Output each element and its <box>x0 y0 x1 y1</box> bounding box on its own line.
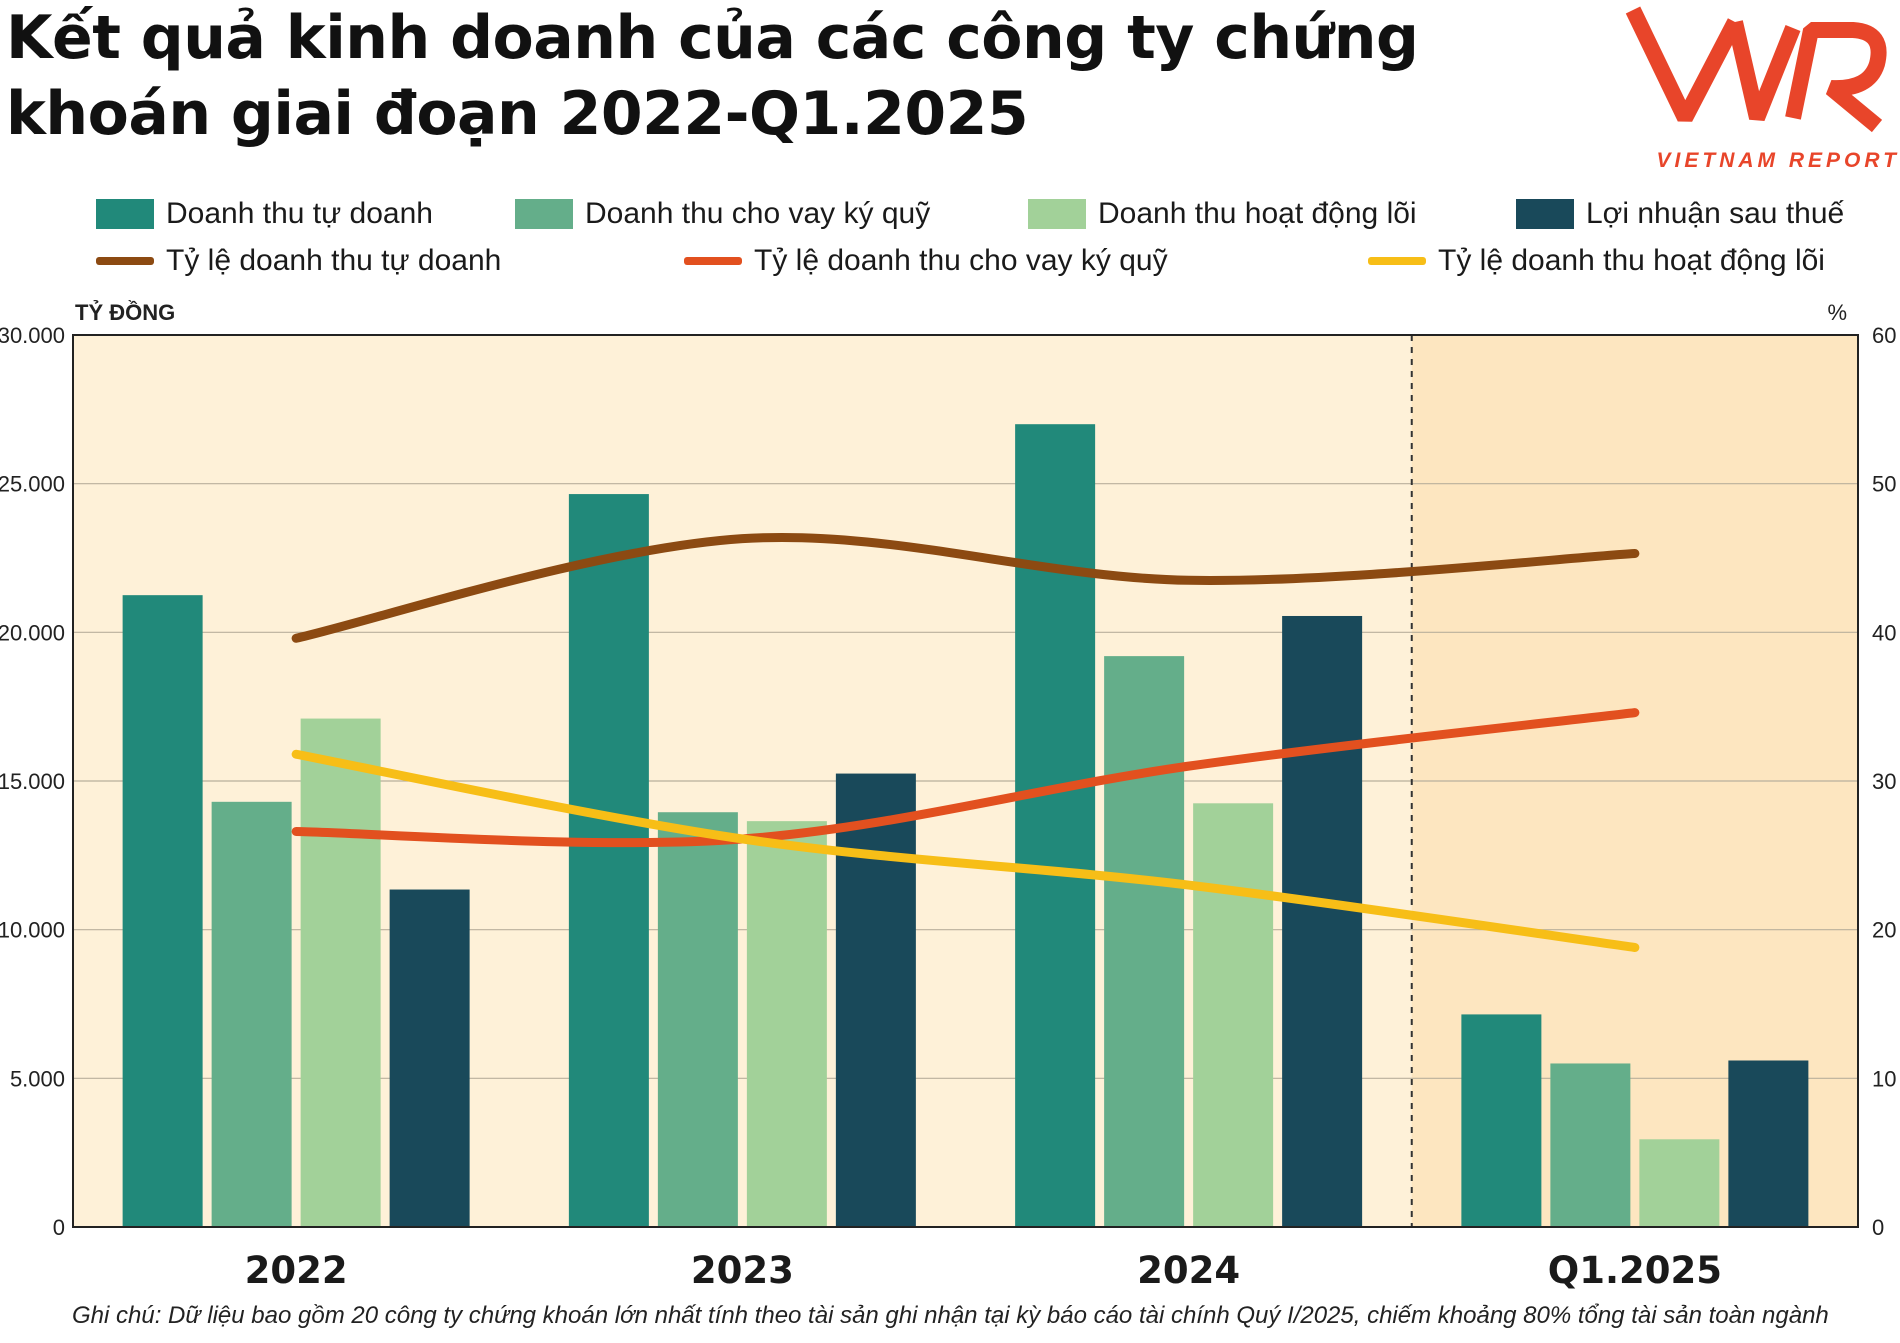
footnote: Ghi chú: Dữ liệu bao gồm 20 công ty chứn… <box>72 1302 1829 1329</box>
bar <box>1015 424 1096 1227</box>
legend-label: Doanh thu hoạt động lõi <box>1098 197 1417 230</box>
x-tick-label: 2023 <box>691 1249 794 1292</box>
legend-label: Tỷ lệ doanh thu tự doanh <box>166 244 502 277</box>
series-line <box>291 708 1640 848</box>
y-axis-title: TỶ ĐỒNG <box>75 300 175 325</box>
bar <box>1282 615 1363 1227</box>
legend-swatch <box>1028 199 1086 229</box>
legend-item-net-profit[interactable]: Lợi nhuận sau thuế <box>1516 197 1844 231</box>
bar <box>746 821 827 1227</box>
y2-tick-label: 40 <box>1872 620 1896 645</box>
legend-item-trading-ratio[interactable]: Tỷ lệ doanh thu tự doanh <box>96 244 501 278</box>
y-tick-label: 10.000 <box>0 918 65 943</box>
bar <box>122 595 203 1227</box>
series-line <box>291 532 1640 643</box>
y2-tick-label: 20 <box>1872 918 1896 943</box>
legend-item-margin-revenue[interactable]: Doanh thu cho vay ký quỹ <box>515 197 930 231</box>
legend-item-core-revenue[interactable]: Doanh thu hoạt động lõi <box>1028 197 1417 231</box>
legend-swatch <box>1516 199 1574 229</box>
legend-label: Doanh thu cho vay ký quỹ <box>585 197 931 230</box>
legend-label: Doanh thu tự doanh <box>166 197 433 230</box>
y-tick-label: 30.000 <box>0 323 65 348</box>
y2-tick-label: 60 <box>1872 323 1896 348</box>
legend: Doanh thu tự doanh Doanh thu cho vay ký … <box>0 0 1900 290</box>
legend-label: Tỷ lệ doanh thu hoạt động lõi <box>1438 244 1825 277</box>
y2-tick-label: 30 <box>1872 769 1896 794</box>
y2-tick-label: 0 <box>1872 1215 1884 1240</box>
vnr-logo: VIETNAM REPORT <box>1625 6 1900 172</box>
bar <box>657 812 738 1227</box>
legend-line-swatch <box>684 257 742 265</box>
plot-frame <box>72 334 1859 1228</box>
chart: 0 5.000 10.000 15.000 20.000 25.000 30.000 0 10 2… <box>0 300 1896 1292</box>
bar <box>300 718 381 1227</box>
legend-item-core-ratio[interactable]: Tỷ lệ doanh thu hoạt động lõi <box>1368 244 1825 278</box>
y-tick-label: 25.000 <box>0 472 65 497</box>
y-tick-label: 5.000 <box>10 1066 65 1091</box>
bar <box>835 773 916 1227</box>
bar <box>568 494 649 1227</box>
legend-item-trading-revenue[interactable]: Doanh thu tự doanh <box>96 197 433 231</box>
x-tick-label: 2024 <box>1137 1249 1240 1292</box>
legend-label: Tỷ lệ doanh thu cho vay ký quỹ <box>754 244 1168 277</box>
legend-swatch <box>96 199 154 229</box>
legend-line-swatch <box>1368 257 1426 265</box>
series-line <box>291 749 1640 953</box>
x-tick-label: Q1.2025 <box>1548 1249 1722 1292</box>
bar <box>1639 1139 1720 1227</box>
y-tick-label: 20.000 <box>0 620 65 645</box>
y-tick-label: 15.000 <box>0 769 65 794</box>
bar <box>1193 803 1274 1227</box>
bar <box>211 801 292 1227</box>
y2-tick-label: 50 <box>1872 472 1896 497</box>
y2-axis-title: % <box>1827 300 1847 325</box>
bar <box>1550 1063 1631 1227</box>
logo-mark <box>1625 6 1887 133</box>
legend-item-margin-ratio[interactable]: Tỷ lệ doanh thu cho vay ký quỹ <box>684 244 1168 278</box>
logo-text: VIETNAM REPORT <box>1657 149 1900 172</box>
bar <box>1461 1014 1542 1227</box>
x-tick-label: 2022 <box>245 1249 348 1292</box>
legend-label: Lợi nhuận sau thuế <box>1586 197 1845 230</box>
legend-swatch <box>515 199 573 229</box>
legend-line-swatch <box>96 257 154 265</box>
y2-tick-label: 10 <box>1872 1066 1896 1091</box>
chart-title: Kết quả kinh doanh của các công ty chứng… <box>6 3 1419 149</box>
y-tick-label: 0 <box>53 1215 65 1240</box>
bar <box>389 889 470 1227</box>
bar <box>1728 1060 1809 1227</box>
bar <box>1104 656 1185 1227</box>
